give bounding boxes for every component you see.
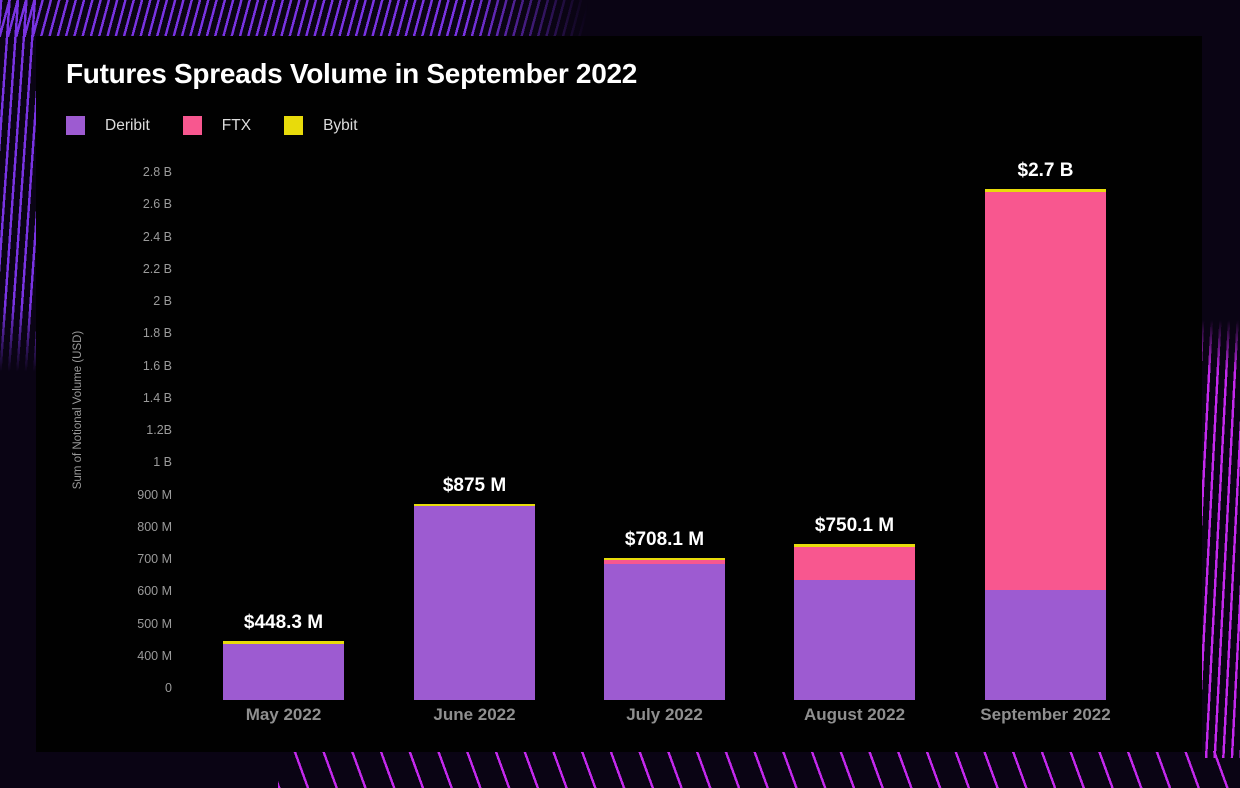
bar-segment-ftx[interactable] (604, 560, 725, 565)
x-axis-label: September 2022 (980, 705, 1111, 724)
ftx-swatch-icon (182, 116, 202, 135)
y-axis-tick-label: 2.4 B (142, 229, 172, 244)
y-axis-tick-label: 2 B (153, 294, 172, 308)
x-axis-label: June 2022 (433, 705, 516, 724)
bar-total-label: $875 M (442, 474, 507, 496)
bar-segment-deribit[interactable] (794, 579, 915, 700)
bar-total-label: $2.7 B (1017, 160, 1074, 182)
bar-segment-ftx[interactable] (794, 547, 915, 580)
y-axis-tick-label: 0 (165, 681, 172, 695)
contour-lines-pattern-bottom (278, 751, 1240, 788)
bybit-swatch-icon (284, 116, 304, 135)
bar-segment-bybit[interactable] (223, 641, 344, 645)
bar-total-label: $448.3 M (243, 612, 324, 634)
bar-segment-deribit[interactable] (604, 564, 725, 700)
bar-segment-deribit[interactable] (223, 644, 344, 700)
chart-legend: Deribit FTX Bybit (66, 116, 391, 135)
legend-item-bybit[interactable]: Bybit (284, 116, 358, 135)
y-axis-tick-label: 700 M (137, 552, 172, 566)
y-axis-tick-label: 400 M (137, 648, 172, 663)
y-axis-tick-label: 500 M (137, 616, 172, 631)
y-axis-tick-label: 1.4 B (142, 390, 172, 405)
x-axis-label: August 2022 (803, 705, 906, 724)
bar-segment-bybit[interactable] (604, 557, 725, 561)
y-axis-tick-label: 800 M (137, 519, 172, 534)
legend-label: Bybit (323, 116, 358, 134)
y-axis-tick-label: 1.2B (146, 423, 172, 437)
x-axis-label: May 2022 (245, 705, 322, 724)
contour-lines-pattern-left (0, 0, 37, 372)
legend-label: FTX (221, 116, 252, 134)
bar-segment-ftx[interactable] (985, 191, 1106, 590)
legend-item-deribit[interactable]: Deribit (66, 116, 150, 135)
y-axis-tick-label: 1.6 B (142, 358, 172, 373)
y-axis-tick-label: 2.2 B (142, 261, 172, 276)
y-axis-tick-label: 2.8 B (142, 165, 172, 179)
chart-title: Futures Spreads Volume in September 2022 (66, 58, 638, 89)
contour-lines-pattern-top (0, 0, 600, 37)
x-axis-label: July 2022 (626, 705, 703, 724)
bar-total-label: $750.1 M (814, 515, 895, 537)
bar-total-label: $708.1 M (624, 528, 705, 550)
legend-label: Deribit (105, 116, 150, 134)
legend-item-ftx[interactable]: FTX (182, 116, 252, 135)
deribit-swatch-icon (66, 116, 85, 135)
y-axis-tick-label: 1 B (153, 455, 172, 470)
y-axis-tick-label: 1.8 B (142, 326, 172, 341)
bar-segment-bybit[interactable] (414, 503, 535, 507)
bar-segment-deribit[interactable] (414, 506, 535, 700)
bar-segment-bybit[interactable] (985, 189, 1106, 192)
contour-lines-pattern-right (1202, 320, 1240, 758)
y-axis-tick-label: 600 M (137, 584, 172, 599)
y-axis-tick-label: 900 M (137, 487, 172, 502)
bar-segment-deribit[interactable] (985, 589, 1106, 700)
chart-panel: Futures Spreads Volume in September 2022… (36, 36, 1202, 752)
bar-segment-bybit[interactable] (794, 544, 915, 548)
y-axis-tick-label: 2.6 B (142, 197, 172, 212)
